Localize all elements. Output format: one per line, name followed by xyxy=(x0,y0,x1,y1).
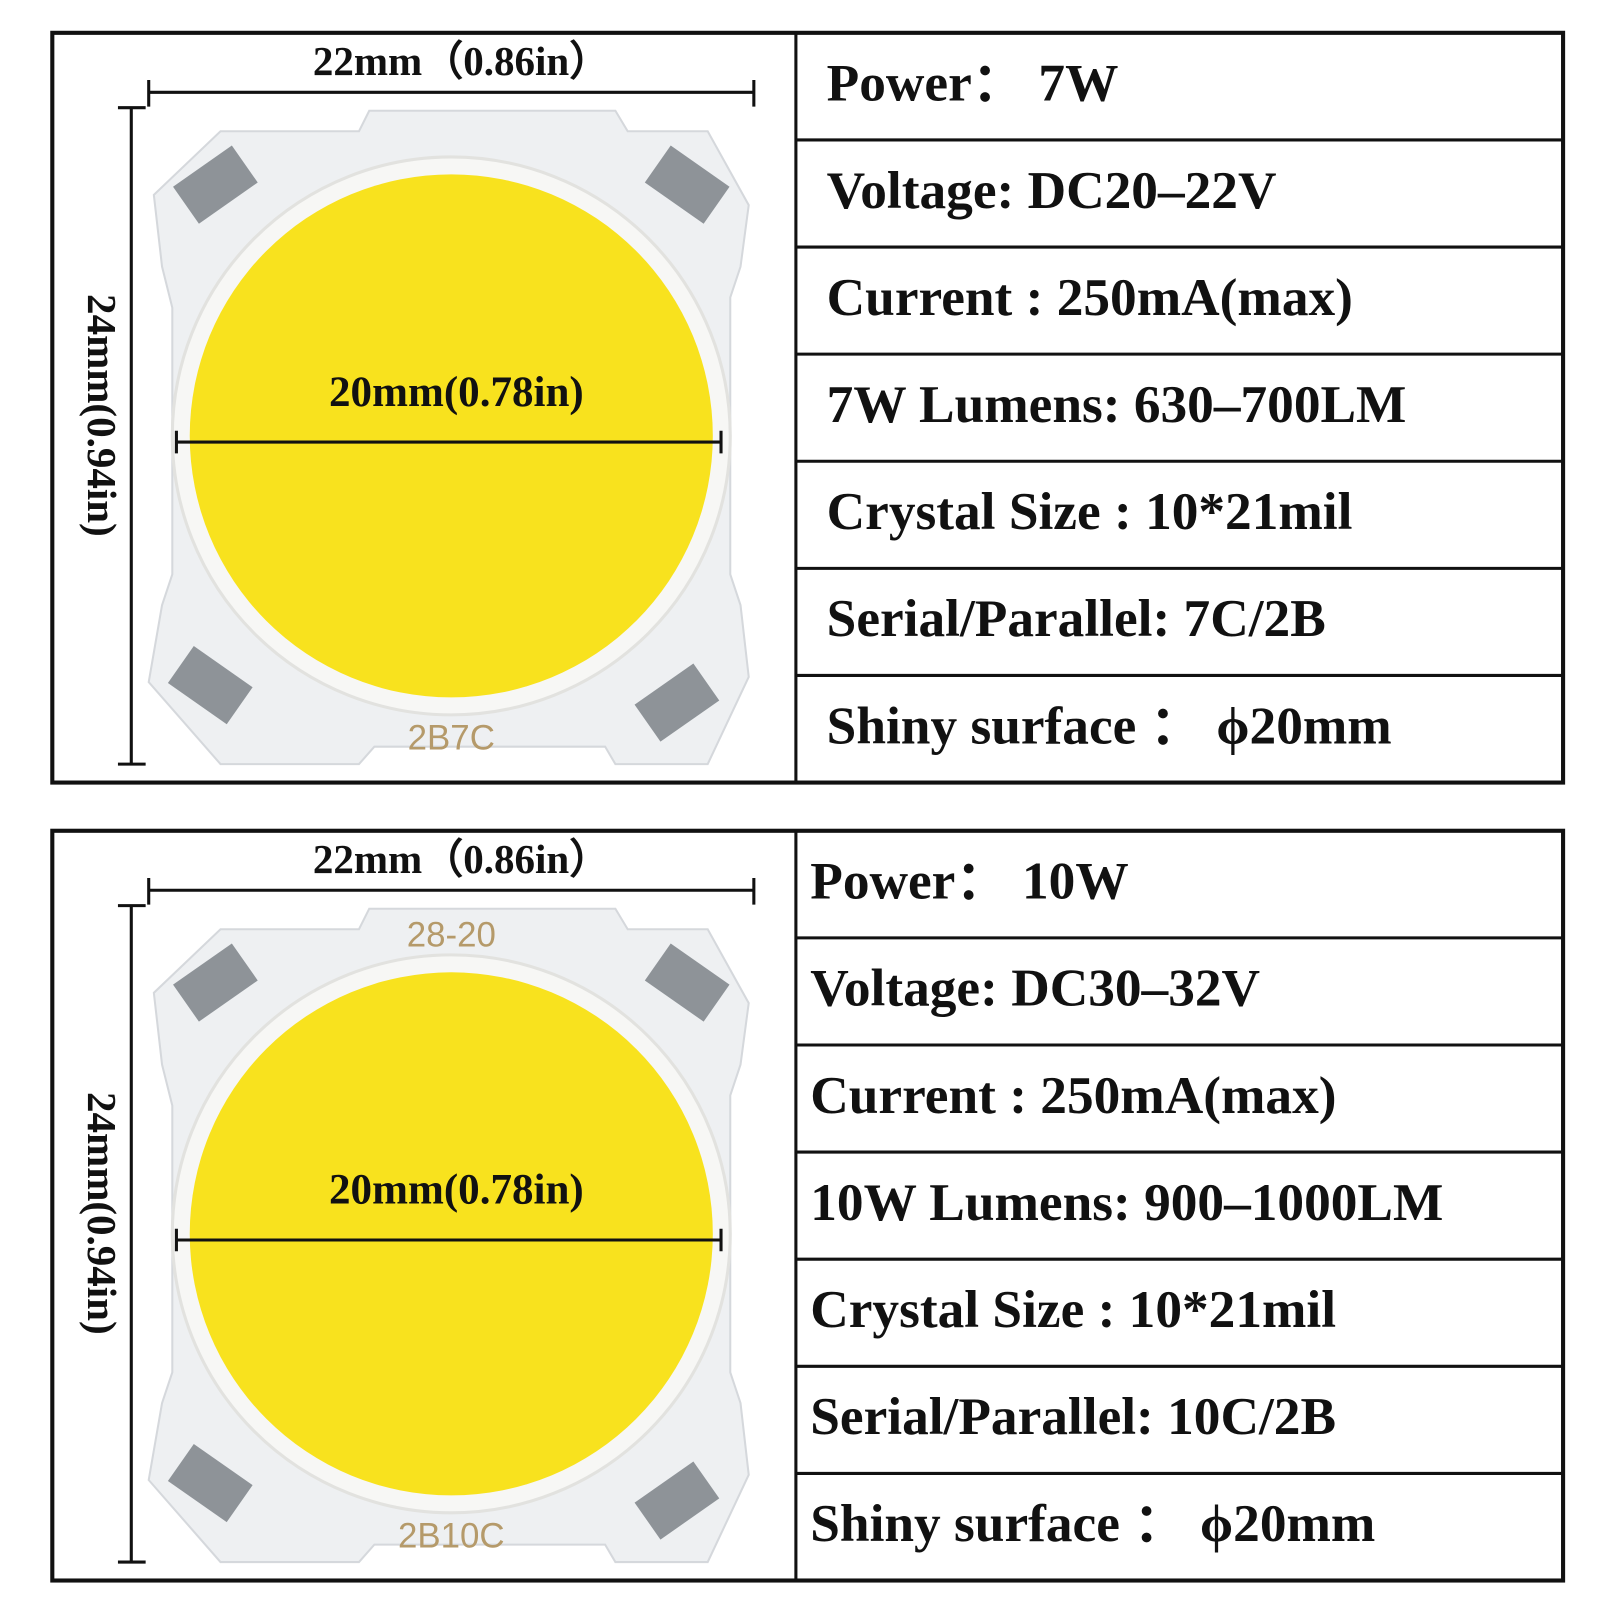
solder-pad xyxy=(167,646,253,725)
solder-pad xyxy=(173,943,258,1022)
solder-pad xyxy=(644,943,730,1022)
phosphor-area xyxy=(189,972,713,1496)
spec-text: Current : 250mA(max) xyxy=(810,1065,1336,1125)
spec-text: Crystal Size : 10*21mil xyxy=(810,1279,1336,1339)
spec-panel: 22mm（0.86in） 24mm(0.94in) 20mm(0.78in) 2B7C… xyxy=(50,30,1566,785)
spec-text: Serial/Parallel: 7C/2B xyxy=(827,588,1326,648)
width-label: 22mm（0.86in） xyxy=(313,836,610,882)
spec-text: Serial/Parallel: 10C/2B xyxy=(810,1386,1336,1446)
solder-pad xyxy=(634,663,720,742)
width-label: 22mm（0.86in） xyxy=(313,38,610,84)
spec-text: 10W Lumens: 900–1000LM xyxy=(810,1172,1443,1232)
solder-pad xyxy=(644,145,730,224)
spec-text: Power： 7W xyxy=(827,53,1119,113)
chip-marking: 28-20 xyxy=(407,916,496,955)
width-dimension xyxy=(147,877,756,905)
diameter-dimension xyxy=(174,1228,723,1252)
chip-marking: 2B10C xyxy=(398,1517,505,1556)
spec-text: Voltage: DC20–22V xyxy=(827,160,1277,220)
spec-panel: 22mm（0.86in） 24mm(0.94in) 20mm(0.78in) 28-2… xyxy=(50,828,1566,1583)
height-dimension xyxy=(117,904,146,1564)
panel-frame xyxy=(50,30,1566,785)
chip-marking: 2B7C xyxy=(408,719,495,758)
phosphor-area xyxy=(189,174,713,698)
height-dimension xyxy=(117,106,146,766)
diameter-label: 20mm(0.78in) xyxy=(329,1167,584,1214)
diameter-dimension xyxy=(174,430,723,454)
panel-frame xyxy=(50,828,1566,1583)
solder-pad xyxy=(634,1461,720,1540)
spec-text: Crystal Size : 10*21mil xyxy=(827,481,1353,541)
width-dimension xyxy=(147,80,756,107)
spec-text: Shiny surface ： ϕ20mm xyxy=(810,1493,1375,1553)
diameter-label: 20mm(0.78in) xyxy=(329,369,584,416)
spec-text: Current : 250mA(max) xyxy=(827,267,1353,327)
height-label: 24mm(0.94in) xyxy=(79,1092,125,1335)
height-label: 24mm(0.94in) xyxy=(79,294,125,537)
spec-text: Power： 10W xyxy=(810,851,1128,911)
spec-text: Shiny surface ： ϕ20mm xyxy=(827,695,1392,755)
spec-text: 7W Lumens: 630–700LM xyxy=(827,374,1407,434)
spec-text: Voltage: DC30–32V xyxy=(810,958,1260,1018)
solder-pad xyxy=(167,1444,253,1523)
solder-pad xyxy=(173,145,258,224)
